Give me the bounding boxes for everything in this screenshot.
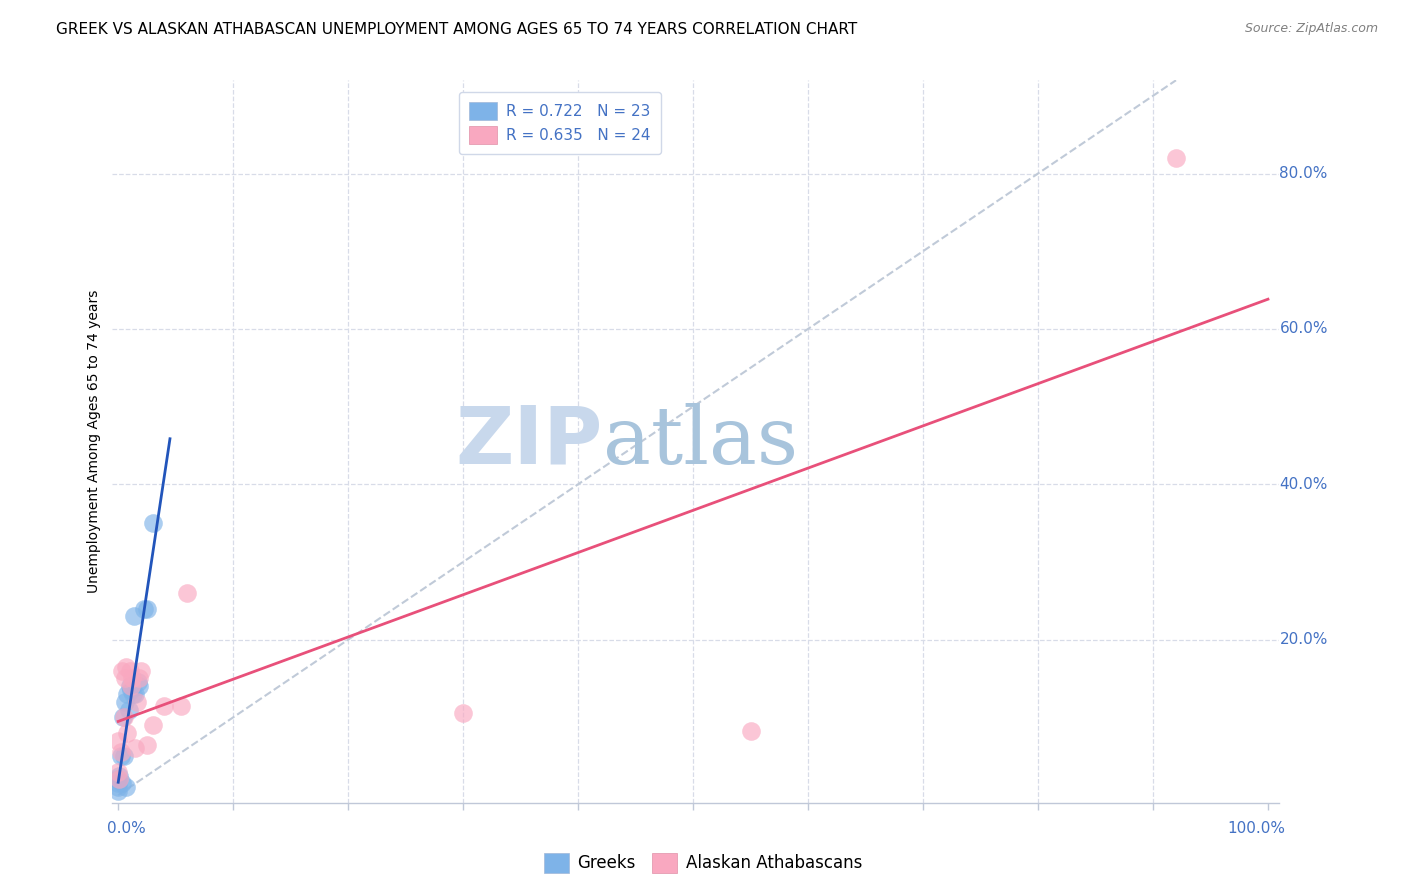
Point <box>115 660 138 674</box>
Point <box>107 780 129 795</box>
Point <box>107 764 129 779</box>
Point <box>153 698 176 713</box>
Legend: Greeks, Alaskan Athabascans: Greeks, Alaskan Athabascans <box>537 847 869 880</box>
Point <box>120 683 142 698</box>
Point <box>129 664 152 678</box>
Point <box>142 718 165 732</box>
Text: atlas: atlas <box>603 402 797 481</box>
Point <box>128 679 150 693</box>
Point <box>1164 151 1187 165</box>
Point <box>124 687 146 701</box>
Point <box>142 516 165 530</box>
Point <box>118 664 141 678</box>
Legend: R = 0.722   N = 23, R = 0.635   N = 24: R = 0.722 N = 23, R = 0.635 N = 24 <box>458 92 661 154</box>
Y-axis label: Unemployment Among Ages 65 to 74 years: Unemployment Among Ages 65 to 74 years <box>87 290 101 593</box>
Point <box>124 609 146 624</box>
Text: 20.0%: 20.0% <box>1279 632 1327 648</box>
Point <box>114 695 136 709</box>
Point <box>107 772 129 787</box>
Point <box>120 679 142 693</box>
Point <box>117 726 139 740</box>
Point <box>451 706 474 721</box>
Point <box>114 672 136 686</box>
Point <box>124 741 146 756</box>
Text: Source: ZipAtlas.com: Source: ZipAtlas.com <box>1244 22 1378 36</box>
Point <box>108 772 131 787</box>
Point <box>128 672 150 686</box>
Point <box>125 695 148 709</box>
Text: GREEK VS ALASKAN ATHABASCAN UNEMPLOYMENT AMONG AGES 65 TO 74 YEARS CORRELATION C: GREEK VS ALASKAN ATHABASCAN UNEMPLOYMENT… <box>56 22 858 37</box>
Point <box>118 679 141 693</box>
Point <box>115 780 138 795</box>
Point <box>110 749 132 764</box>
Point <box>121 672 143 686</box>
Point <box>111 664 134 678</box>
Text: 0.0%: 0.0% <box>107 821 145 836</box>
Text: 40.0%: 40.0% <box>1279 476 1327 491</box>
Point <box>107 776 129 790</box>
Point <box>170 698 193 713</box>
Point <box>117 687 139 701</box>
Text: 80.0%: 80.0% <box>1279 166 1327 181</box>
Point <box>136 738 159 752</box>
Point <box>127 675 149 690</box>
Point <box>112 749 135 764</box>
Point <box>107 733 129 747</box>
Point <box>122 687 145 701</box>
Point <box>112 710 135 724</box>
Point <box>108 769 131 783</box>
Point <box>111 710 134 724</box>
Point <box>136 601 159 615</box>
Point <box>132 601 155 615</box>
Point <box>176 586 198 600</box>
Point <box>117 702 139 716</box>
Text: 100.0%: 100.0% <box>1227 821 1285 836</box>
Point <box>107 784 129 798</box>
Text: ZIP: ZIP <box>456 402 603 481</box>
Point <box>111 776 134 790</box>
Point <box>110 745 132 759</box>
Text: 60.0%: 60.0% <box>1279 321 1327 336</box>
Point <box>740 723 762 738</box>
